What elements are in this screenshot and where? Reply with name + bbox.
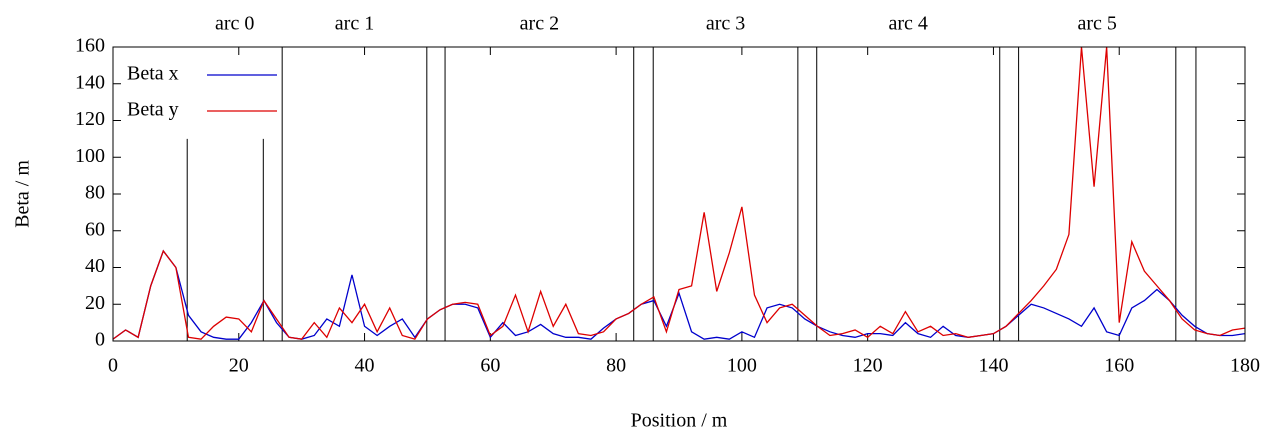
y-tick-label: 80 [85,182,105,204]
arc-label: arc 5 [1078,13,1117,35]
x-tick-label: 100 [727,355,757,377]
arc-label: arc 4 [889,13,928,35]
x-tick-label: 20 [229,355,249,377]
x-tick-label: 40 [355,355,375,377]
y-tick-label: 160 [75,35,105,57]
y-tick-label: 120 [75,108,105,130]
y-tick-label: 20 [85,292,105,314]
legend-label: Beta x [127,63,179,85]
y-tick-label: 0 [95,329,105,351]
data-line [113,47,1245,340]
arc-label: arc 2 [520,13,559,35]
y-tick-label: 40 [85,255,105,277]
x-tick-label: 180 [1230,355,1260,377]
x-tick-label: 0 [108,355,118,377]
y-tick-label: 60 [85,218,105,240]
arc-label: arc 0 [215,13,254,35]
legend-label: Beta y [127,99,179,121]
y-tick-label: 140 [75,71,105,93]
x-tick-label: 140 [978,355,1008,377]
x-tick-label: 160 [1104,355,1134,377]
y-axis-label: Beta / m [12,160,34,228]
data-line [113,249,1245,340]
x-tick-label: 60 [480,355,500,377]
x-tick-label: 120 [853,355,883,377]
plot-frame [112,46,1246,342]
x-tick-label: 80 [606,355,626,377]
x-axis-label: Position / m [631,410,728,432]
arc-label: arc 3 [706,13,745,35]
y-tick-label: 100 [75,145,105,167]
arc-label: arc 1 [335,13,374,35]
